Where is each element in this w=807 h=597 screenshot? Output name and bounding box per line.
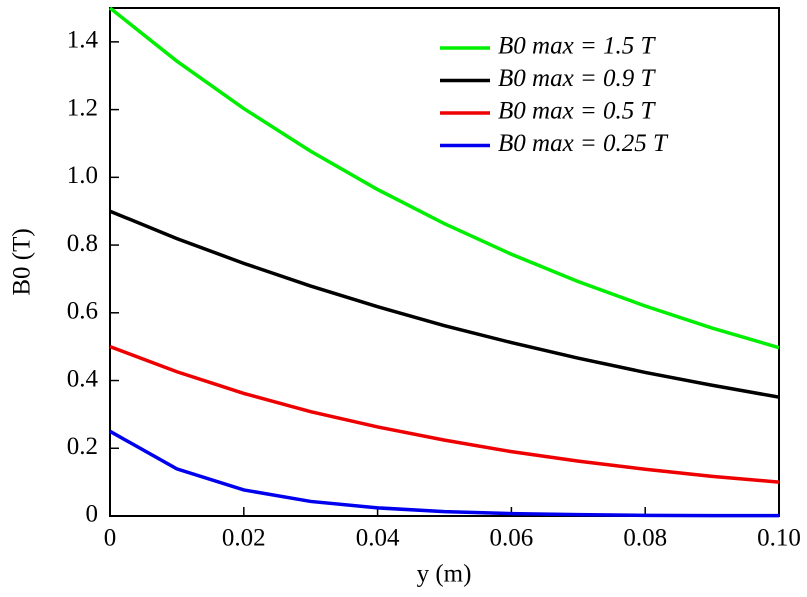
y-tick-label: 0.8	[67, 230, 98, 257]
legend-label: B0 max = 0.9 T	[498, 65, 657, 92]
series-line	[109, 345, 780, 484]
x-tick-label: 0.04	[356, 525, 400, 552]
y-tick-label: 0.6	[67, 298, 98, 325]
plot-frame	[109, 7, 780, 517]
x-tick-label: 0.06	[490, 525, 534, 552]
y-tick-label: 0.2	[67, 433, 98, 460]
y-tick-label: 0	[86, 501, 99, 528]
legend-label: B0 max = 0.25 T	[498, 130, 669, 157]
series-line	[108, 6, 780, 350]
legend-label: B0 max = 0.5 T	[498, 98, 657, 125]
y-tick-label: 1.2	[67, 94, 98, 121]
series-line	[109, 429, 779, 518]
y-tick-label: 1.0	[67, 162, 98, 189]
x-tick-label: 0.02	[222, 525, 266, 552]
y-tick-label: 1.4	[67, 27, 99, 54]
x-tick-label: 0.08	[623, 525, 667, 552]
legend-label: B0 max = 1.5 T	[498, 33, 657, 60]
x-axis-label: y (m)	[417, 561, 472, 588]
x-tick-label: 0	[104, 525, 117, 552]
x-tick-label: 0.10	[757, 525, 801, 552]
y-tick-label: 0.4	[67, 365, 99, 392]
y-axis-label: B0 (T)	[9, 228, 36, 295]
series-line	[109, 209, 780, 399]
